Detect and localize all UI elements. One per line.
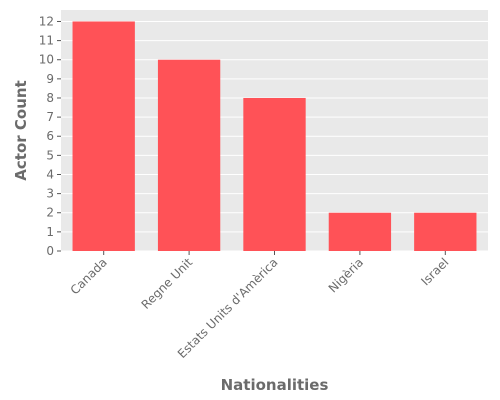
x-tick-label: Regne Unit <box>139 255 196 312</box>
y-tick-label: 11 <box>39 34 54 48</box>
y-tick-label: 5 <box>46 148 54 162</box>
y-tick-label: 12 <box>39 14 54 28</box>
bars <box>72 21 477 251</box>
y-tick-label: 9 <box>46 72 54 86</box>
y-tick-label: 6 <box>46 129 54 143</box>
bar <box>243 97 306 251</box>
bar <box>414 212 477 251</box>
x-tick-label: Israel <box>418 255 451 288</box>
bar <box>328 212 392 251</box>
y-tick-label: 0 <box>46 244 54 258</box>
y-tick-label: 10 <box>39 53 54 67</box>
x-tick-label: Canada <box>68 255 110 297</box>
y-tick-label: 8 <box>46 91 54 105</box>
y-tick-label: 1 <box>46 225 54 239</box>
y-tick-label: 3 <box>46 187 54 201</box>
bar <box>157 59 221 251</box>
y-tick-label: 2 <box>46 206 54 220</box>
y-axis-label: Actor Count <box>12 80 30 180</box>
x-axis-label: Nationalities <box>221 376 329 394</box>
bar <box>72 21 135 251</box>
x-tick-label: Estats Units d'Amèrica <box>175 255 281 361</box>
y-tick-label: 7 <box>46 110 54 124</box>
x-tick-label: Nigèria <box>326 255 366 295</box>
y-tick-label: 4 <box>46 167 54 181</box>
